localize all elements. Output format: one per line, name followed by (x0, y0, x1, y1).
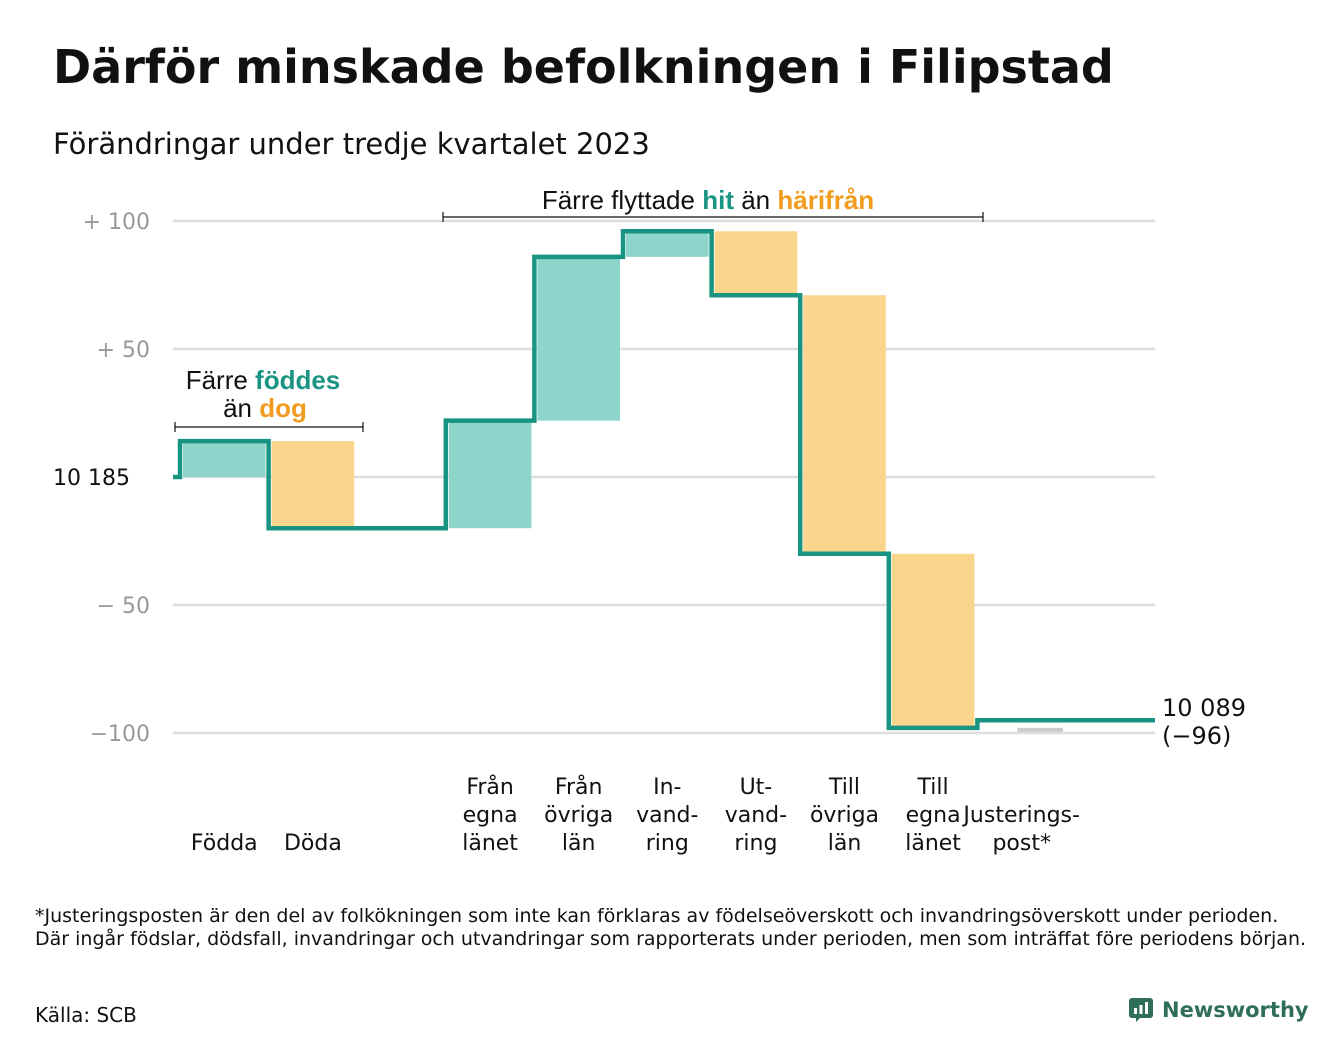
x-category-label: övriga (544, 803, 613, 828)
waterfall-bar (271, 441, 355, 529)
brand-name: Newsworthy (1162, 998, 1309, 1022)
x-category-label: Till (917, 775, 949, 800)
x-category-label: post* (992, 831, 1051, 856)
waterfall-bar (714, 231, 798, 296)
brand-logo[interactable]: Newsworthy (1128, 997, 1309, 1023)
y-tick-label: − 50 (97, 594, 150, 619)
x-category-label: Från (466, 774, 514, 800)
x-category-label: Ut- (740, 775, 773, 800)
waterfall-bar (1017, 727, 1063, 732)
start-value-label: 10 185 (53, 466, 130, 491)
source-label: Källa: SCB (35, 1003, 137, 1027)
net-change-label: (−96) (1162, 722, 1231, 750)
waterfall-bar (626, 231, 709, 257)
footnote: *Justeringsposten är den del av folkökni… (35, 905, 1307, 950)
chart-subtitle: Förändringar under tredje kvartalet 2023 (53, 127, 650, 161)
x-category-label: ring (734, 831, 777, 856)
x-category-label: ring (646, 831, 689, 856)
x-category-label: egna (463, 803, 518, 828)
x-category-label: länet (462, 831, 518, 856)
migration-annotation: Färre flyttade hit än härifrån (542, 185, 874, 215)
x-category-label: länet (905, 831, 961, 856)
x-category-label: Justerings- (961, 803, 1080, 828)
waterfall-bar (537, 256, 620, 421)
x-category-label: In- (653, 775, 681, 800)
x-category-label: Från (555, 774, 603, 800)
y-tick-label: + 50 (97, 338, 150, 363)
x-category-label: Döda (284, 831, 342, 856)
waterfall-bar (803, 295, 886, 554)
waterfall-chart: + 100 + 50 − 50 −100 10 185 Födda Döda Från egna… (53, 185, 1246, 856)
x-category-label: övriga (810, 803, 879, 828)
x-category-label: vand- (636, 803, 698, 828)
y-tick-label: + 100 (83, 210, 150, 235)
y-tick-label: −100 (90, 722, 150, 747)
x-category-label: vand- (725, 803, 787, 828)
end-value-label: 10 089 (1162, 694, 1246, 722)
waterfall-bar (891, 553, 975, 728)
x-category-label: egna (906, 803, 961, 828)
x-category-label: län (828, 831, 862, 856)
cumulative-step-line (173, 228, 1155, 731)
x-category-label: Födda (191, 831, 258, 856)
births-annotation-line1: Färre föddes (186, 365, 341, 395)
x-category-label: Till (828, 775, 860, 800)
chart-title: Därför minskade befolkningen i Filipstad (53, 40, 1114, 94)
newsworthy-icon (1129, 998, 1153, 1022)
waterfall-bar (448, 420, 532, 529)
x-category-label: län (562, 831, 596, 856)
births-annotation-line2: än dog (223, 393, 307, 423)
waterfall-bar (183, 441, 266, 477)
